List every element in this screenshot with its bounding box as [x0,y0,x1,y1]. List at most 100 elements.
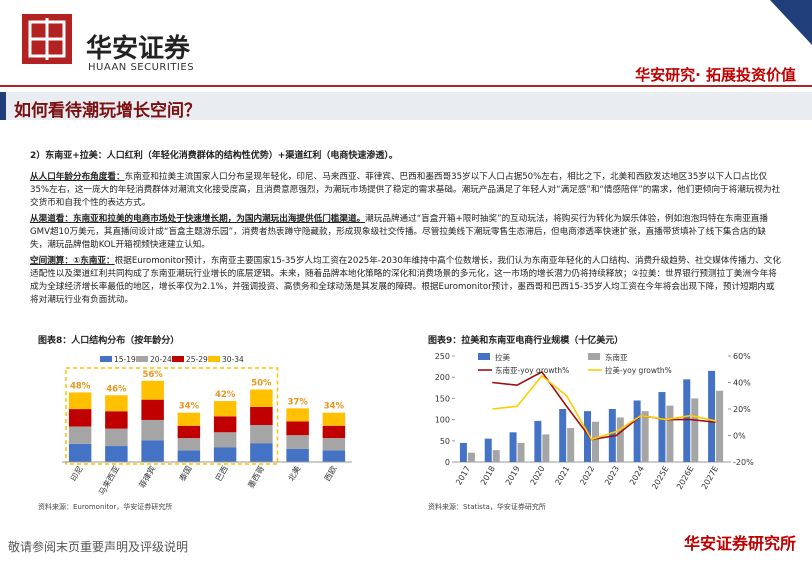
y2-tick-label: -20% [733,458,754,467]
bar-segment [141,399,164,420]
total-label: 37% [287,397,308,407]
bar [459,442,467,462]
bar-segment [250,425,273,444]
y2-tick-label: 0% [733,432,746,441]
bar [592,421,599,462]
bar-segment [250,406,273,426]
bar-segment [105,395,128,412]
bar-segment [213,416,237,433]
legend-swatch [172,356,184,362]
legend-label: 东南亚 [605,352,628,362]
bar-segment [286,435,309,449]
legend-swatch [100,356,112,362]
bar [633,400,641,462]
bar-segment [68,426,92,444]
x-tick-label: 巴西 [214,465,230,483]
line [492,370,716,441]
legend-label: 30-34 [222,355,244,364]
bar-segment [286,421,309,436]
footer-brand: 华安证券研究所 [683,534,796,553]
y-tick-label: 0 [445,458,450,467]
bar [492,450,500,462]
y2-tick-label: 40% [733,379,751,388]
y2-tick-label: 60% [733,352,751,361]
lead: 空间测算：①东南亚： [30,256,115,266]
x-tick-label: 2020 [529,465,547,487]
x-tick-label: 2019 [504,465,522,487]
legend-swatch [478,353,490,360]
legend-swatch [208,356,220,362]
bar [559,409,567,462]
total-label: 42% [215,390,236,400]
y2-tick-label: 20% [733,405,751,414]
bar-segment [177,425,201,439]
source: 资料来源：Statista，华安证券研究所 [428,502,546,511]
x-tick-label: 西欧 [322,464,339,483]
legend-label: 15-19 [114,355,136,364]
x-tick-label: 2026E [675,465,696,492]
bar-segment [68,443,92,462]
x-tick-label: 2021 [553,465,571,487]
y-tick-label: 250 [435,352,450,361]
y-tick-label: 100 [435,416,450,425]
disclaimer: 敬请参阅末页重要声明及评级说明 [8,540,189,554]
x-tick-label: 北美 [286,464,303,483]
total-label: 34% [179,402,200,412]
bar-segment [177,412,201,426]
bar-segment [213,401,237,417]
x-tick-label: 2025E [650,465,671,492]
paragraph: 从人口年龄分布角度看：东南亚和拉美主流国家人口分布呈现年轻化，印尼、马来西亚、菲… [30,171,782,210]
bar [509,432,517,462]
legend-label: 拉美 [495,352,510,362]
x-tick-label: 2018 [479,465,497,487]
legend-label: 25-29 [186,355,208,364]
x-tick-label: 印尼 [69,465,85,483]
bar-segment [250,389,273,407]
y-tick-label: 200 [435,373,450,382]
lead: 从人口年龄分布角度看： [30,172,125,182]
total-label: 34% [324,402,345,412]
header-graphics [0,0,812,120]
bar-segment [105,411,128,429]
y-tick-label: 150 [435,394,450,403]
chart-title: 图表9：拉美和东南亚电商行业规模（十亿美元） [428,334,623,346]
bar [584,411,591,462]
line [492,374,716,441]
bar-segment [250,443,273,462]
total-label: 48% [70,381,91,391]
bar-segment [105,428,128,447]
bar [691,398,699,462]
x-tick-label: 泰国 [177,464,194,483]
bar [484,438,492,462]
bar-segment [286,448,309,462]
bar [567,428,575,462]
bar [517,442,525,462]
bar-segment [141,440,164,462]
bar [658,392,666,462]
x-tick-label: 马来西亚 [97,465,121,497]
bar-segment [68,392,92,410]
bar-segment [322,412,346,426]
total-label: 56% [142,370,163,380]
bar [467,452,475,462]
bar-segment [322,438,346,451]
bar [666,405,674,462]
slogan: 华安研究· 拓展投资价值 [635,66,796,84]
logo-cn: 华安证券 [86,34,191,64]
bar [542,434,550,462]
total-label: 46% [106,384,127,394]
bar [534,420,542,462]
corner-deco [770,0,812,45]
bar-segment [105,446,128,462]
bar-segment [322,450,346,462]
text: 根据Euromonitor预计，东南亚主要国家15-35岁人均工资在2025年-… [30,256,781,305]
bar [683,379,691,462]
total-label: 50% [251,379,272,389]
bar [716,390,724,462]
bar-segment [177,450,201,462]
bar [708,370,716,462]
lead: 从渠道看：东南亚和拉美的电商市场处于快速增长期，为国内潮玩出海提供低门槛渠道。 [30,214,366,224]
legend-swatch [588,353,600,360]
